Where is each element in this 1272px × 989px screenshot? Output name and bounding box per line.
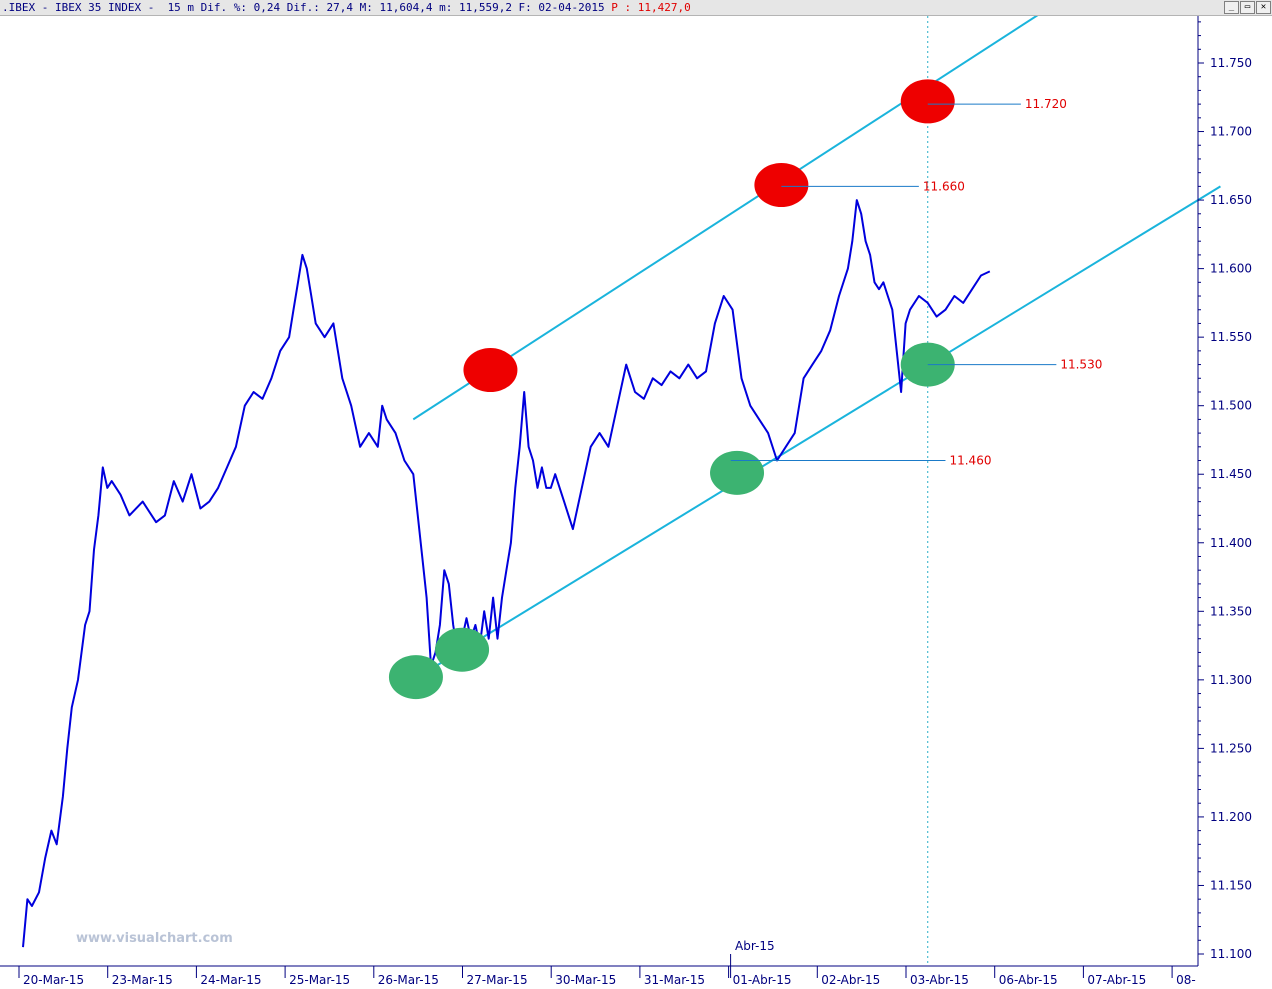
x-tick-label: 25-Mar-15 [289, 973, 350, 987]
x-tick-label: 08- [1176, 973, 1196, 987]
y-tick-label: 11.450 [1210, 467, 1252, 481]
level-annotations: 11.720 11.660 11.530 11.460 [730, 97, 1102, 468]
x-tick-label: 06-Abr-15 [999, 973, 1058, 987]
y-tick-label: 11.250 [1210, 741, 1252, 755]
x-tick-label: 07-Abr-15 [1087, 973, 1146, 987]
green-pivot-marker-6 [388, 655, 443, 700]
y-tick-label: 11.500 [1210, 399, 1252, 413]
red-pivot-marker-2 [463, 348, 518, 393]
y-tick-label: 11.200 [1210, 810, 1252, 824]
price-line-0 [22, 199, 991, 948]
x-tick-label: 31-Mar-15 [644, 973, 705, 987]
close-button[interactable]: ✕ [1256, 1, 1271, 14]
y-tick-label: 11.550 [1210, 330, 1252, 344]
channel-lines [412, 16, 1221, 681]
level-label-0: 11.720 [1025, 97, 1067, 111]
pivot-markers [388, 79, 955, 700]
x-tick-label: 27-Mar-15 [467, 973, 528, 987]
y-tick-label: 11.400 [1210, 536, 1252, 550]
channel-lower-line [412, 185, 1221, 681]
title-price: P : 11,427,0 [611, 1, 691, 14]
level-label-3: 11.460 [949, 454, 991, 468]
axes: 11.100 11.150 11.200 11.250 11.300 11.350 11.4… [0, 16, 1252, 987]
red-pivot-marker-0 [900, 79, 955, 124]
price-series [22, 199, 991, 948]
y-tick-label: 11.350 [1210, 604, 1252, 618]
chart-title: .IBEX - IBEX 35 INDEX - 15 m Dif. %: 0,2… [2, 1, 691, 14]
x-tick-label: 02-Abr-15 [821, 973, 880, 987]
green-pivot-marker-4 [710, 450, 765, 495]
red-pivot-marker-1 [754, 162, 809, 207]
title-main: .IBEX - IBEX 35 INDEX - 15 m Dif. %: 0,2… [2, 1, 605, 14]
minimize-button[interactable]: _ [1224, 1, 1239, 14]
maximize-button[interactable]: ▭ [1240, 1, 1255, 14]
y-tick-label: 11.750 [1210, 56, 1252, 70]
month-marker: Abr-15 [735, 939, 775, 953]
x-tick-label: 26-Mar-15 [378, 973, 439, 987]
level-label-1: 11.660 [923, 179, 965, 193]
green-pivot-marker-5 [435, 627, 490, 672]
x-tick-label: 03-Abr-15 [910, 973, 969, 987]
y-tick-label: 11.600 [1210, 262, 1252, 276]
x-tick-label: 30-Mar-15 [555, 973, 616, 987]
y-tick-label: 11.100 [1210, 947, 1252, 961]
level-label-2: 11.530 [1060, 358, 1102, 372]
channel-upper-line [412, 16, 1039, 421]
title-bar: .IBEX - IBEX 35 INDEX - 15 m Dif. %: 0,2… [0, 0, 1272, 16]
x-tick-label: 01-Abr-15 [733, 973, 792, 987]
y-tick-label: 11.300 [1210, 673, 1252, 687]
y-tick-label: 11.700 [1210, 125, 1252, 139]
x-tick-label: 24-Mar-15 [200, 973, 261, 987]
x-tick-label: 20-Mar-15 [23, 973, 84, 987]
y-tick-label: 11.150 [1210, 878, 1252, 892]
y-tick-label: 11.650 [1210, 193, 1252, 207]
x-tick-label: 23-Mar-15 [112, 973, 173, 987]
watermark: www.visualchart.com [76, 931, 233, 946]
